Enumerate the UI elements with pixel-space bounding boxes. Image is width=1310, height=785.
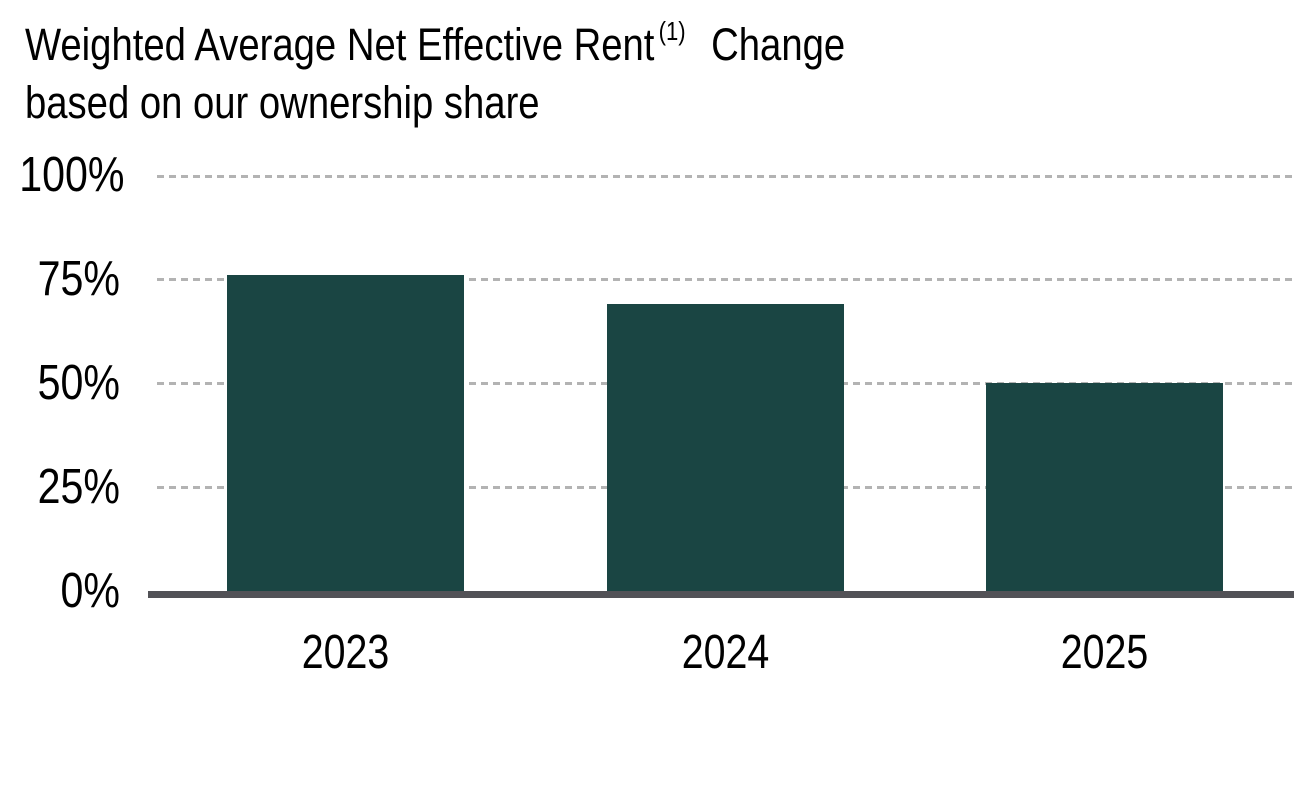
x-axis-label-2025: 2025 [1060, 626, 1149, 679]
chart-title: Weighted Average Net Effective Rent (1) Ch… [25, 6, 845, 132]
chart-title-text: Weighted Average Net Effective Rent [25, 19, 655, 70]
chart-title-line1: Weighted Average Net Effective Rent (1) Ch… [25, 6, 845, 74]
gridline-75 [157, 278, 1294, 281]
x-axis-line [148, 591, 1294, 598]
y-axis-label-75: 75% [37, 252, 120, 306]
y-axis-label-50: 50% [37, 356, 120, 410]
y-axis-label-100: 100% [19, 148, 125, 202]
bar-chart-plot-area [0, 175, 1310, 591]
x-axis-label-2024: 2024 [681, 626, 770, 679]
gridline-100 [157, 175, 1294, 178]
bar-2024 [607, 304, 844, 591]
x-axis-label-2023: 2023 [301, 626, 390, 679]
y-axis-label-0: 0% [60, 564, 120, 618]
bar-2023 [227, 275, 464, 591]
y-axis-label-25: 25% [37, 460, 120, 514]
chart-title-suffix: Change [711, 19, 846, 70]
bar-2025 [986, 383, 1223, 591]
chart-title-line2: based on our ownership share [25, 77, 540, 128]
footnote-marker: (1) [658, 16, 686, 46]
